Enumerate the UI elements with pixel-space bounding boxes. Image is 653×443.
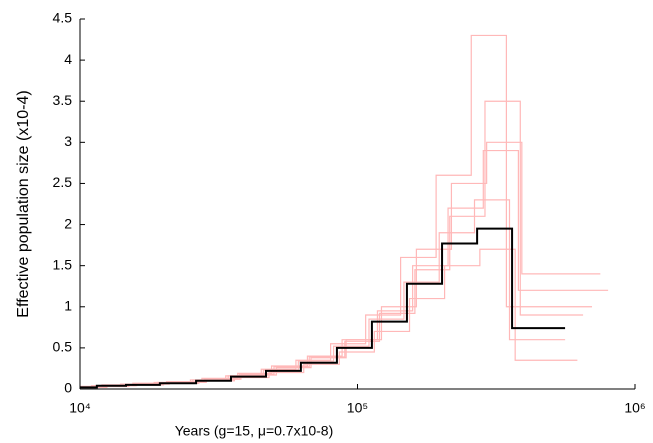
step-line — [80, 248, 578, 388]
y-axis-label: Effective population size (x10-4) — [15, 90, 32, 317]
step-line — [80, 227, 566, 389]
y-tick-label: 1.5 — [53, 256, 73, 272]
y-tick-label: 3 — [64, 133, 72, 149]
y-tick-label: 0.5 — [53, 339, 73, 355]
x-tick-label: 10⁶ — [624, 400, 645, 416]
y-tick-label: 4 — [64, 51, 72, 67]
x-tick-label: 10⁵ — [347, 400, 368, 416]
y-tick-label: 0 — [64, 380, 72, 396]
y-tick-label: 1 — [64, 297, 72, 313]
y-tick-label: 2.5 — [53, 174, 73, 190]
x-axis-label: Years (g=15, μ=0.7x10-8) — [175, 423, 334, 439]
step-line — [80, 100, 584, 388]
y-tick-label: 4.5 — [53, 10, 73, 26]
y-tick-label: 3.5 — [53, 92, 73, 108]
step-line — [80, 141, 601, 388]
x-tick-label: 10⁴ — [69, 400, 91, 416]
step-line — [80, 149, 609, 388]
y-tick-label: 2 — [64, 215, 72, 231]
